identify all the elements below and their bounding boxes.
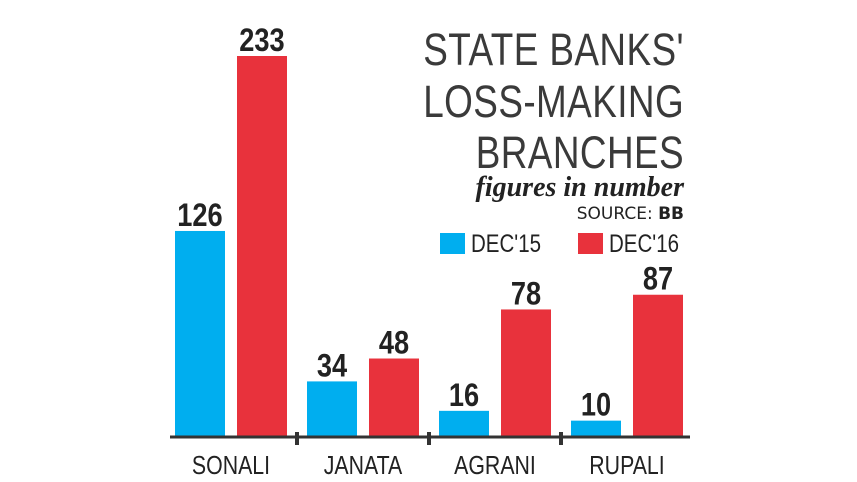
value-label-janata-dec15: 34: [317, 348, 348, 384]
value-label-sonali-dec16: 233: [239, 23, 284, 59]
legend-swatch-dec16: [578, 233, 603, 254]
source-value: BB: [658, 204, 684, 224]
value-labels-layer: 126 233 34 48 16 78 10 87: [177, 23, 673, 423]
value-label-rupali-dec15: 10: [581, 388, 611, 424]
chart-title-line-3: BRANCHES: [475, 127, 684, 178]
category-labels-layer: SONALI JANATA AGRANI RUPALI: [192, 451, 665, 481]
legend-label-dec15: DEC'15: [471, 230, 542, 258]
bar-agrani-dec16: [501, 309, 551, 437]
chart-subtitle: figures in number: [475, 172, 685, 203]
value-label-rupali-dec16: 87: [643, 262, 673, 298]
chart-title-line-1: STATE BANKS': [423, 24, 684, 75]
bar-agrani-dec15: [439, 410, 489, 437]
legend-swatch-dec15: [440, 233, 465, 254]
chart-title-line-2: LOSS-MAKING: [423, 76, 684, 127]
legend-label-dec16: DEC'16: [609, 230, 680, 258]
x-axis-ticks: [295, 432, 563, 445]
category-label-janata: JANATA: [324, 451, 403, 481]
value-label-sonali-dec15: 126: [177, 198, 222, 234]
bar-janata-dec16: [369, 358, 419, 437]
bar-sonali-dec16: [237, 56, 287, 437]
bar-rupali-dec16: [633, 294, 683, 437]
bar-sonali-dec15: [175, 230, 225, 437]
chart-source: SOURCE: BB: [577, 204, 684, 224]
value-label-agrani-dec16: 78: [511, 276, 541, 312]
category-label-sonali: SONALI: [192, 451, 270, 481]
bar-janata-dec15: [307, 381, 357, 437]
value-label-janata-dec16: 48: [379, 325, 409, 361]
bars-layer: [175, 56, 683, 437]
value-label-agrani-dec15: 16: [449, 378, 479, 414]
category-label-agrani: AGRANI: [454, 451, 536, 481]
category-label-rupali: RUPALI: [589, 451, 664, 481]
source-label: SOURCE:: [576, 204, 653, 224]
bar-rupali-dec15: [571, 420, 621, 437]
